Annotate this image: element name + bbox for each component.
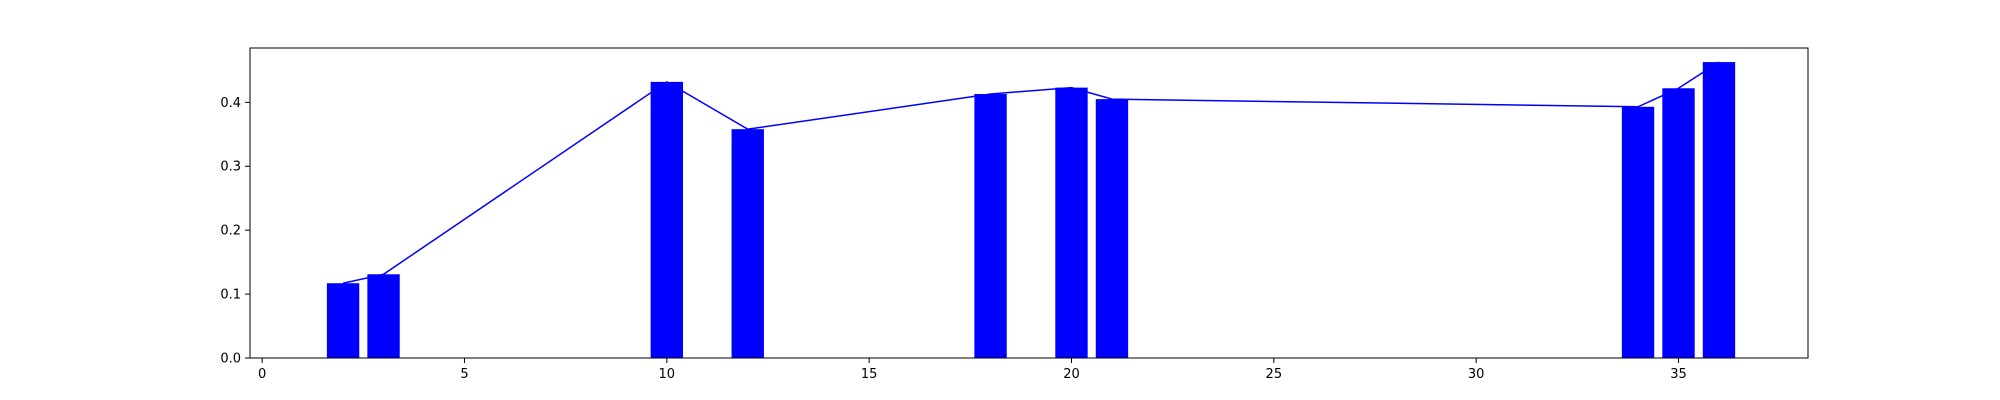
x-tick-label: 25 [1266,367,1283,382]
bar-10 [650,81,684,359]
bar-35 [1662,88,1695,359]
bar-3 [367,274,400,358]
bar-series [326,62,1736,359]
y-tick-label: 0.0 [220,352,241,367]
x-tick-label: 35 [1670,367,1687,382]
x-tick-label: 10 [659,367,676,382]
y-tick-label: 0.1 [220,288,241,303]
x-tick-label: 15 [861,367,878,382]
bar-34 [1621,106,1655,358]
y-tick-label: 0.3 [220,160,241,175]
bar-2 [326,283,360,358]
y-tick-label: 0.4 [220,96,241,111]
bar-18 [974,94,1007,358]
x-axis: 0 5 10 15 20 25 30 35 [258,358,1687,382]
bar-36 [1702,62,1736,358]
x-tick-label: 30 [1468,367,1485,382]
trend-line [342,61,1720,284]
y-tick-label: 0.2 [220,224,241,239]
x-tick-label: 0 [258,367,266,382]
y-axis: 0.0 0.1 0.2 0.3 0.4 [220,96,250,367]
bar-12 [731,129,764,358]
x-tick-label: 20 [1063,367,1080,382]
plot-frame [249,47,1809,359]
x-tick-label: 5 [460,367,468,382]
line-series [342,61,1720,284]
bar-21 [1095,99,1129,358]
bar-20 [1055,87,1088,358]
